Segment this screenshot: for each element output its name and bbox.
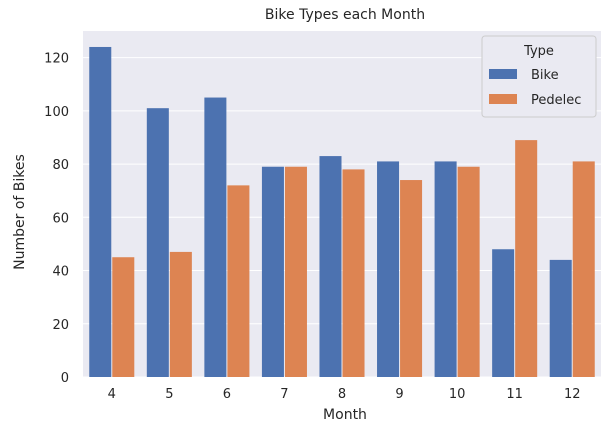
bar-bike-4 xyxy=(89,46,112,377)
y-tick-label: 80 xyxy=(52,158,69,173)
x-tick-label: 6 xyxy=(223,387,231,402)
x-tick-labels: 4 5 6 7 8 9 10 11 12 xyxy=(108,387,581,402)
bar-pedelec-10 xyxy=(457,166,480,377)
y-tick-label: 60 xyxy=(52,211,69,226)
bar-pedelec-11 xyxy=(515,140,538,377)
x-tick-label: 9 xyxy=(395,387,403,402)
bar-bike-7 xyxy=(261,166,284,377)
y-tick-label: 0 xyxy=(61,371,69,386)
legend-title: Type xyxy=(523,44,554,59)
x-axis-label: Month xyxy=(323,407,367,423)
x-tick-label: 11 xyxy=(506,387,523,402)
bar-bike-6 xyxy=(204,97,227,378)
chart-title: Bike Types each Month xyxy=(265,7,425,23)
legend-swatch-pedelec xyxy=(489,94,517,104)
bar-pedelec-7 xyxy=(284,166,307,377)
x-tick-label: 8 xyxy=(338,387,346,402)
bar-bike-9 xyxy=(377,161,400,377)
bar-pedelec-12 xyxy=(572,161,595,377)
bar-bike-5 xyxy=(146,108,169,377)
legend-label-bike: Bike xyxy=(531,68,559,83)
bar-pedelec-9 xyxy=(400,180,423,377)
y-tick-label: 40 xyxy=(52,265,69,280)
legend: Type Bike Pedelec xyxy=(481,35,597,118)
bar-pedelec-6 xyxy=(227,185,250,377)
bar-bike-11 xyxy=(492,249,515,377)
x-tick-label: 12 xyxy=(564,387,581,402)
x-tick-label: 4 xyxy=(108,387,116,402)
legend-label-pedelec: Pedelec xyxy=(531,93,581,108)
bar-bike-8 xyxy=(319,156,342,377)
y-axis-label: Number of Bikes xyxy=(12,154,28,270)
x-tick-label: 5 xyxy=(165,387,173,402)
bar-pedelec-5 xyxy=(169,251,192,377)
bar-pedelec-4 xyxy=(112,257,135,377)
x-tick-label: 7 xyxy=(280,387,288,402)
bars xyxy=(89,46,595,378)
x-tick-label: 10 xyxy=(449,387,466,402)
y-tick-label: 20 xyxy=(52,318,69,333)
legend-swatch-bike xyxy=(489,69,517,79)
bar-bike-12 xyxy=(549,259,572,377)
y-tick-label: 120 xyxy=(44,52,69,67)
bar-bike-10 xyxy=(434,161,457,377)
bar-pedelec-8 xyxy=(342,169,365,377)
y-tick-label: 100 xyxy=(44,105,69,120)
y-tick-labels: 0 20 40 60 80 100 120 xyxy=(44,52,69,386)
